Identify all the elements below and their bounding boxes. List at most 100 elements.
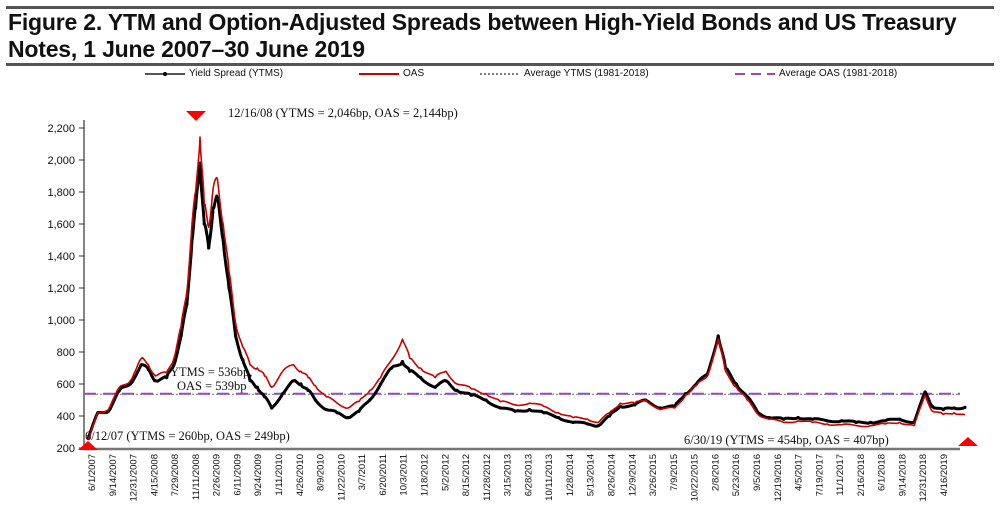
ytms-point: [172, 363, 176, 367]
legend-swatch-ytms: [145, 71, 185, 76]
chart-plot: 200 400 600 800 1,000 1,200 1,400 1,600 1,800 2,0…: [47, 106, 978, 502]
ytms-point: [324, 408, 328, 412]
x-tick-label: 1/18/2012: [419, 454, 430, 496]
y-tick-label: 1,200: [47, 283, 75, 295]
x-tick-label: 10/11/2013: [544, 454, 555, 501]
ytms-point: [781, 417, 786, 421]
title-bottom-rule: [6, 63, 994, 66]
legend-label-oas: OAS: [403, 68, 425, 79]
x-tick-label: 3/26/2015: [648, 454, 659, 496]
ytms-point: [469, 393, 473, 397]
ytms-point: [263, 395, 267, 399]
event-markers: [78, 111, 978, 450]
ytms-point: [185, 302, 189, 306]
x-tick-label: 5/23/2016: [731, 454, 742, 496]
x-tick-label: 9/24/2009: [253, 454, 264, 496]
ytms-point: [299, 382, 303, 386]
x-tick-label: 11/28/2012: [482, 454, 493, 501]
legend-swatch-oas: [359, 72, 399, 75]
ytms-point: [869, 420, 873, 424]
ytms-point: [811, 417, 815, 421]
ytms-point: [898, 417, 902, 421]
x-tick-label: 3/7/2011: [357, 454, 368, 490]
legend-label-ytms: Yield Spread (YTMS): [189, 68, 284, 79]
ytms-point: [930, 404, 934, 408]
ytms-point: [202, 222, 206, 226]
ytms-point: [840, 419, 844, 423]
legend-item-avg-oas: Average OAS (1981-2018): [735, 68, 897, 79]
annotation-peak: 12/16/08 (YTMS = 2,046bp, OAS = 2,144bp): [228, 106, 458, 120]
x-tick-label: 9/14/2007: [108, 454, 119, 496]
x-tick-label: 7/9/2015: [669, 454, 680, 491]
ytms-point: [825, 419, 829, 423]
legend: Yield Spread (YTMS) OAS Average YTMS (19…: [0, 68, 1000, 84]
end-marker-triangle: [958, 437, 978, 446]
x-tick-label: 11/11/2008: [191, 454, 202, 500]
x-tick-label: 10/22/2015: [690, 454, 701, 502]
x-tick-label: 7/29/2008: [170, 454, 181, 496]
axes: 200 400 600 800 1,000 1,200 1,400 1,600 1,800 2,0…: [47, 120, 960, 502]
ytms-point: [165, 376, 169, 380]
ytms-point: [556, 416, 561, 420]
ytms-point: [139, 363, 143, 367]
ytms-point: [923, 390, 927, 394]
legend-item-avg-ytms: Average YTMS (1981-2018): [480, 68, 649, 79]
ytms-point: [596, 424, 601, 428]
legend-item-oas: OAS: [359, 68, 424, 79]
x-tick-label: 9/5/2016: [752, 454, 763, 491]
y-tick-label: 2,200: [47, 123, 75, 135]
series-oas-line: [87, 136, 966, 441]
y-tick-label: 200: [57, 443, 75, 455]
x-tick-label: 6/20/2011: [378, 454, 389, 496]
legend-swatch-avg-oas: [735, 72, 775, 75]
ytms-point: [433, 385, 437, 389]
x-tick-label: 10/3/2011: [399, 454, 410, 496]
ytms-point: [883, 419, 887, 423]
x-tick-label: 3/15/2013: [503, 454, 514, 496]
ytms-point: [207, 246, 211, 250]
ytms-point: [498, 406, 503, 410]
x-tick-label: 6/28/2013: [523, 454, 534, 496]
y-tick-label: 400: [57, 411, 75, 423]
annotation-avg-ytms: YTMS = 536bp,: [170, 365, 252, 379]
x-tick-label: 6/1/2007: [87, 454, 98, 491]
ytms-point: [527, 408, 532, 412]
x-tick-label: 4/16/2019: [939, 454, 950, 496]
annotation-end: 6/30/19 (YTMS = 454bp, OAS = 407bp): [684, 433, 889, 447]
ytms-point: [455, 388, 459, 392]
x-tick-label: 12/31/2018: [918, 454, 929, 502]
ytms-point: [154, 379, 158, 383]
x-tick-label: 8/15/2012: [461, 454, 472, 496]
y-tick-label: 600: [57, 379, 75, 391]
x-tick-label: 5/2/2012: [440, 454, 451, 491]
ytms-point: [306, 388, 310, 392]
y-tick-label: 2,000: [47, 155, 75, 167]
ytms-point: [221, 238, 225, 242]
legend-item-ytms: Yield Spread (YTMS): [145, 68, 283, 79]
ytms-point: [215, 196, 219, 200]
ytms-point: [796, 416, 800, 420]
ytms-point: [270, 406, 274, 410]
ytms-point: [963, 405, 967, 409]
annotation-avg-oas: OAS = 539bp: [177, 379, 247, 393]
figure-title: Figure 2. YTM and Option-Adjusted Spread…: [8, 9, 957, 62]
x-tick-label: 12/19/2016: [773, 454, 784, 502]
x-tick-label: 5/13/2014: [586, 454, 597, 496]
ytms-point: [408, 369, 412, 373]
x-tick-label: 4/5/2017: [794, 454, 805, 491]
ytms-point: [444, 379, 448, 383]
legend-label-avg-ytms: Average YTMS (1981-2018): [524, 68, 649, 79]
ytms-point: [255, 385, 259, 389]
ytms-point: [241, 358, 245, 362]
x-tick-label: 7/19/2017: [814, 454, 825, 496]
ytms-point: [952, 406, 956, 410]
x-tick-label: 2/26/2009: [212, 454, 223, 496]
ytms-point: [941, 408, 945, 412]
legend-swatch-avg-ytms: [480, 72, 520, 75]
title-top-rule: [6, 6, 994, 9]
ytms-point: [368, 398, 372, 402]
annotation-start: 6/12/07 (YTMS = 260bp, OAS = 249bp): [85, 429, 290, 443]
ytms-point: [734, 382, 739, 386]
ytms-point: [854, 420, 858, 424]
x-tick-label: 2/16/2018: [856, 454, 867, 496]
